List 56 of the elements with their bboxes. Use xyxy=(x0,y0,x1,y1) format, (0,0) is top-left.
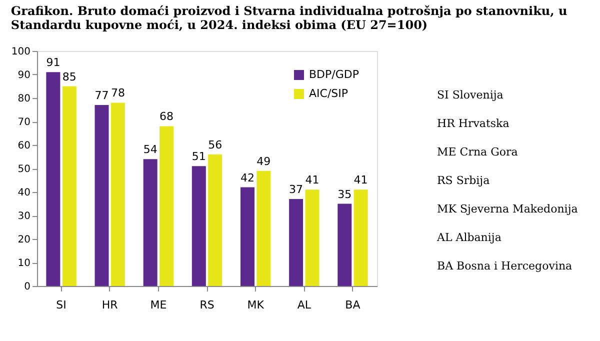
data-label: 91 xyxy=(46,56,60,70)
y-tick-label: 40 xyxy=(18,188,30,198)
y-tick-label: 50 xyxy=(18,164,30,175)
x-tick-label: AL xyxy=(297,298,312,312)
data-label: 42 xyxy=(240,171,254,184)
bar xyxy=(62,86,76,286)
y-tick-label: 70 xyxy=(18,117,30,128)
bar xyxy=(192,166,206,286)
chart-title: Grafikon. Bruto domaći proizvod i Stvarna individualna potrošnja po stanovniku, u Standardu kupovne moći, u 2024. indeksi obima (EU 27=100) xyxy=(10,4,568,32)
bar xyxy=(354,190,368,286)
y-tick-label: 30 xyxy=(18,211,30,222)
x-tick-label: SI xyxy=(56,298,66,312)
data-label: 77 xyxy=(94,89,109,102)
data-label: 54 xyxy=(143,143,158,156)
bar xyxy=(240,187,254,286)
text: ME Crna Gora xyxy=(437,145,518,158)
x-tick-label: MK xyxy=(247,298,265,312)
data-label: 51 xyxy=(192,150,206,164)
y-tick-label: 10 xyxy=(18,258,30,269)
y-tick-label: 20 xyxy=(18,234,30,246)
x-tick-label: HR xyxy=(102,298,118,312)
data-label: 49 xyxy=(256,154,271,168)
text: RS Srbija xyxy=(437,174,490,187)
y-tick-label: 100 xyxy=(11,46,30,58)
legend-label: AIC/SIP xyxy=(309,87,348,100)
text: BA Bosna i Hercegovina xyxy=(437,260,573,273)
x-tick-label: BA xyxy=(345,298,361,312)
data-label: 35 xyxy=(338,188,352,201)
bar xyxy=(256,170,271,286)
text: MK Sjeverna Makedonija xyxy=(437,202,578,216)
bar xyxy=(208,154,222,286)
y-tick-label: 60 xyxy=(18,140,30,152)
bar xyxy=(143,159,158,286)
bar xyxy=(289,199,304,286)
data-label: 56 xyxy=(208,138,222,152)
y-tick-label: 0 xyxy=(24,282,30,292)
data-label: 85 xyxy=(62,70,76,84)
y-tick-label: 80 xyxy=(18,94,30,104)
bar xyxy=(110,102,125,286)
data-label: 41 xyxy=(354,174,368,187)
text: AL Albanija xyxy=(436,231,502,244)
legend-label: BDP/GDP xyxy=(309,68,360,81)
text: SI Slovenija xyxy=(437,88,504,102)
bar xyxy=(338,204,352,286)
data-label: 37 xyxy=(289,183,304,196)
bar xyxy=(94,105,109,286)
text: HR Hrvatska xyxy=(437,116,510,130)
bar xyxy=(305,190,320,286)
bar xyxy=(160,126,174,286)
data-label: 68 xyxy=(160,110,174,124)
data-label: 41 xyxy=(305,174,320,187)
bar xyxy=(46,72,60,286)
x-tick-label: ME xyxy=(150,298,167,312)
x-tick-label: RS xyxy=(200,298,214,312)
y-tick-label: 90 xyxy=(18,70,30,81)
data-label: 78 xyxy=(110,86,125,100)
